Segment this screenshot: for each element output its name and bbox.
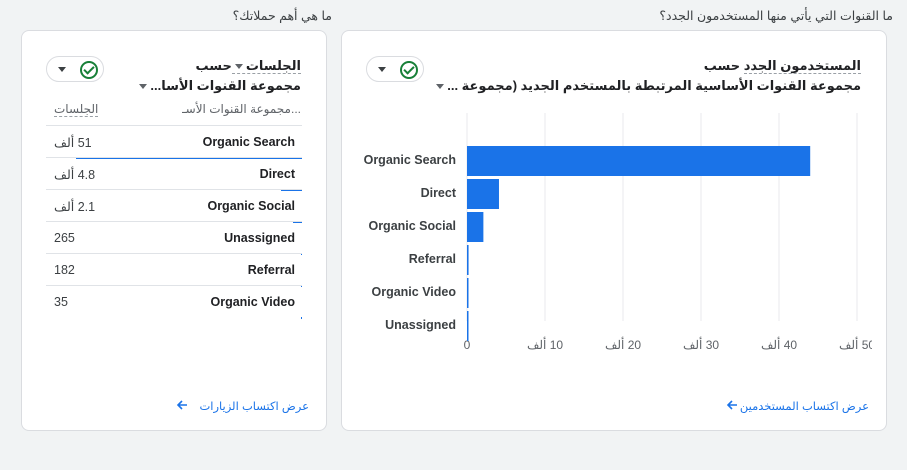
- compare-toggle[interactable]: [46, 56, 104, 82]
- metric-label: الجلسات: [245, 58, 301, 73]
- row-label: Direct: [259, 167, 295, 181]
- category-label: Organic Video: [371, 285, 456, 299]
- row-share-bar: [280, 189, 302, 191]
- metric-selector[interactable]: الجلسات: [231, 58, 301, 74]
- category-label: Unassigned: [385, 318, 456, 332]
- new-users-card: المستخدمون الجدد حسب مجموعة القنوات الأس…: [341, 30, 887, 431]
- category-label: Direct: [420, 186, 456, 200]
- dimension-selector[interactable]: مجموعة القنوات الأسا...: [136, 78, 301, 94]
- row-value: 182: [54, 263, 75, 277]
- bar[interactable]: [467, 278, 469, 308]
- x-tick-label: 20 ألف: [605, 337, 641, 351]
- card-header-line1: الجلسات حسب: [195, 58, 301, 74]
- category-label: Organic Search: [363, 153, 456, 167]
- x-tick-label: 10 ألف: [527, 337, 563, 351]
- x-tick-label: 0: [464, 338, 471, 351]
- column-header-metric[interactable]: الجلسات: [54, 102, 99, 117]
- row-share-bar: [300, 253, 302, 255]
- chevron-down-icon: [234, 64, 243, 70]
- dimension-label: مجموعة القنوات الأسا...: [150, 78, 301, 93]
- view-user-acquisition-link[interactable]: عرض اكتساب المستخدمين: [739, 401, 869, 413]
- row-label: Referral: [247, 263, 295, 277]
- dimension-label: مجموعة القنوات الأساسية المرتبطة بالمستخ…: [447, 78, 861, 93]
- x-tick-label: 30 ألف: [683, 337, 719, 351]
- category-label: Referral: [408, 252, 456, 266]
- row-share-bar: [292, 221, 302, 223]
- x-tick-label: 40 ألف: [761, 337, 797, 351]
- row-share-bar: [301, 317, 302, 319]
- by-label: حسب: [703, 58, 741, 73]
- row-label: Organic Video: [210, 295, 295, 309]
- bar[interactable]: [467, 179, 499, 209]
- bar[interactable]: [467, 212, 484, 242]
- row-value: 35: [54, 295, 68, 309]
- compare-toggle[interactable]: [366, 56, 424, 82]
- arrow-left-icon[interactable]: [726, 399, 738, 411]
- table-row[interactable]: 182 Referral: [46, 253, 302, 287]
- check-circle-icon: [400, 61, 418, 79]
- new-users-bar-chart: 0 10 ألف 20 ألف 30 ألف 40 ألف 50 ألف: [464, 113, 872, 351]
- chevron-down-icon: [139, 84, 148, 90]
- bar[interactable]: [467, 146, 811, 176]
- bar[interactable]: [467, 311, 469, 341]
- row-share-bar: [301, 285, 302, 287]
- bar[interactable]: [467, 245, 469, 275]
- category-label: Organic Social: [368, 219, 456, 233]
- right-section-title: ما القنوات التي يأتي منها المستخدمون الج…: [659, 9, 893, 23]
- by-label: حسب: [195, 58, 232, 73]
- table-row[interactable]: 51 ألف Organic Search: [46, 125, 302, 159]
- chevron-down-icon: [436, 84, 445, 90]
- x-tick-label: 50 ألف: [839, 337, 872, 351]
- row-value: 2.1 ألف: [54, 200, 96, 214]
- card-header-line1: المستخدمون الجدد حسب: [704, 58, 861, 74]
- chevron-down-icon: [378, 67, 386, 72]
- table-row[interactable]: 35 Organic Video: [46, 285, 302, 319]
- check-circle-icon: [80, 61, 98, 79]
- view-traffic-acquisition-link[interactable]: عرض اكتساب الزيارات: [199, 401, 309, 413]
- left-section-title: ما هي أهم حملاتك؟: [232, 9, 332, 23]
- column-header-dimension[interactable]: مجموعة القنوات الأسـ...: [182, 102, 301, 116]
- table-row[interactable]: 265 Unassigned: [46, 221, 302, 255]
- dimension-selector[interactable]: مجموعة القنوات الأساسية المرتبطة بالمستخ…: [433, 78, 861, 94]
- chevron-down-icon: [58, 67, 66, 72]
- table-row[interactable]: 4.8 ألف Direct: [46, 157, 302, 191]
- arrow-left-icon[interactable]: [176, 399, 188, 411]
- row-label: Organic Search: [202, 135, 295, 149]
- row-value: 265: [54, 231, 75, 245]
- row-value: 4.8 ألف: [54, 168, 96, 182]
- metric-selector[interactable]: المستخدمون الجدد: [743, 58, 861, 74]
- table-row[interactable]: 2.1 ألف Organic Social: [46, 189, 302, 223]
- sessions-card: الجلسات حسب مجموعة القنوات الأسا... مجموع…: [21, 30, 327, 431]
- row-share-bar: [76, 157, 302, 159]
- row-label: Unassigned: [224, 231, 295, 245]
- row-value: 51 ألف: [54, 136, 92, 150]
- row-label: Organic Social: [207, 199, 295, 213]
